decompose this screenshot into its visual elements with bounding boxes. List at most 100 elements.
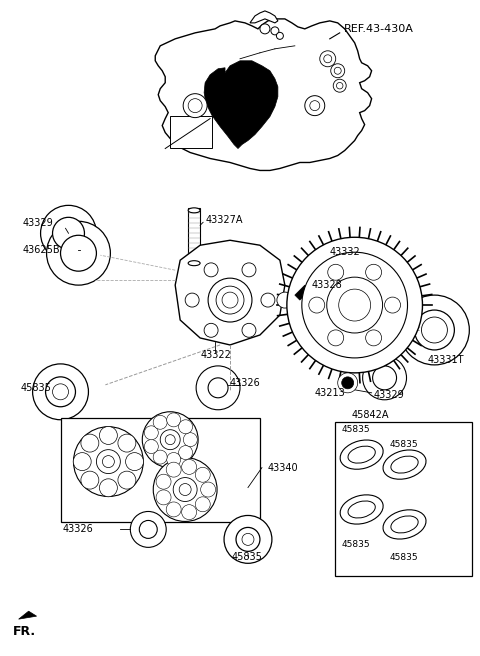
Polygon shape xyxy=(250,11,278,23)
Circle shape xyxy=(338,373,358,393)
Circle shape xyxy=(366,264,382,280)
Ellipse shape xyxy=(340,495,383,524)
Polygon shape xyxy=(204,61,278,148)
Circle shape xyxy=(331,64,345,77)
Circle shape xyxy=(334,68,341,74)
Circle shape xyxy=(216,286,244,314)
Circle shape xyxy=(46,377,75,407)
Ellipse shape xyxy=(391,516,418,533)
Circle shape xyxy=(305,96,325,115)
Text: 45835: 45835 xyxy=(232,552,263,562)
Circle shape xyxy=(208,278,252,322)
Circle shape xyxy=(81,471,99,489)
Circle shape xyxy=(242,323,256,337)
Circle shape xyxy=(52,384,69,400)
Circle shape xyxy=(222,292,238,308)
Text: 43328: 43328 xyxy=(312,280,343,290)
Circle shape xyxy=(336,83,343,89)
Bar xyxy=(335,422,472,576)
Circle shape xyxy=(302,252,408,358)
Text: 43326: 43326 xyxy=(230,378,261,388)
Ellipse shape xyxy=(348,446,375,463)
Circle shape xyxy=(372,366,396,390)
Circle shape xyxy=(118,434,136,452)
Text: 45835: 45835 xyxy=(342,425,371,434)
Circle shape xyxy=(366,330,382,346)
Circle shape xyxy=(118,471,136,489)
Ellipse shape xyxy=(188,260,200,266)
Circle shape xyxy=(242,263,256,277)
Circle shape xyxy=(144,426,158,440)
Circle shape xyxy=(328,264,344,280)
Circle shape xyxy=(179,420,192,434)
Circle shape xyxy=(242,533,254,545)
Text: 45835: 45835 xyxy=(390,440,418,449)
Circle shape xyxy=(421,317,447,343)
Circle shape xyxy=(224,516,272,564)
Text: FR.: FR. xyxy=(12,625,36,638)
Circle shape xyxy=(201,482,216,497)
Text: 45835: 45835 xyxy=(342,540,371,549)
Circle shape xyxy=(126,453,144,470)
Polygon shape xyxy=(19,611,36,619)
Ellipse shape xyxy=(340,440,383,469)
Circle shape xyxy=(310,100,320,111)
Text: 43625B: 43625B xyxy=(23,245,60,255)
Text: 43326: 43326 xyxy=(62,524,93,535)
Circle shape xyxy=(179,445,192,460)
Bar xyxy=(188,209,200,263)
Circle shape xyxy=(196,366,240,410)
Circle shape xyxy=(52,217,84,249)
Circle shape xyxy=(99,426,117,444)
Circle shape xyxy=(195,467,210,482)
Text: 43332: 43332 xyxy=(330,247,360,257)
Bar xyxy=(170,115,212,148)
Circle shape xyxy=(208,378,228,398)
Polygon shape xyxy=(175,240,285,345)
Circle shape xyxy=(333,79,346,92)
Text: 45835: 45835 xyxy=(390,553,418,562)
Circle shape xyxy=(153,415,167,429)
Circle shape xyxy=(260,24,270,34)
Circle shape xyxy=(33,364,88,420)
Circle shape xyxy=(156,474,171,489)
Circle shape xyxy=(181,504,197,520)
Ellipse shape xyxy=(383,510,426,539)
Circle shape xyxy=(339,289,371,321)
Text: 43329: 43329 xyxy=(373,390,404,400)
Circle shape xyxy=(384,297,400,313)
Circle shape xyxy=(324,55,332,63)
Ellipse shape xyxy=(348,501,375,518)
Circle shape xyxy=(204,263,218,277)
Circle shape xyxy=(142,412,198,468)
Polygon shape xyxy=(155,19,372,171)
Circle shape xyxy=(166,502,181,517)
Circle shape xyxy=(183,433,197,447)
Ellipse shape xyxy=(383,450,426,480)
Circle shape xyxy=(415,310,455,350)
Circle shape xyxy=(153,450,167,464)
Circle shape xyxy=(188,98,202,113)
Circle shape xyxy=(81,434,99,452)
Circle shape xyxy=(166,462,181,477)
Circle shape xyxy=(139,520,157,539)
Circle shape xyxy=(320,51,336,67)
Circle shape xyxy=(167,413,180,427)
Text: 43322: 43322 xyxy=(200,350,231,360)
Text: 43329: 43329 xyxy=(23,218,53,228)
Circle shape xyxy=(185,293,199,307)
Circle shape xyxy=(204,323,218,337)
Ellipse shape xyxy=(188,208,200,213)
Text: 45835: 45835 xyxy=(21,383,51,393)
Text: 43331T: 43331T xyxy=(428,355,464,365)
Polygon shape xyxy=(295,285,310,300)
Circle shape xyxy=(236,527,260,551)
Circle shape xyxy=(96,449,120,474)
Circle shape xyxy=(165,435,175,445)
Text: 43327A: 43327A xyxy=(205,215,242,225)
Circle shape xyxy=(47,221,110,285)
Circle shape xyxy=(73,453,91,470)
Text: 45842A: 45842A xyxy=(352,410,389,420)
Circle shape xyxy=(328,330,344,346)
Circle shape xyxy=(173,478,197,501)
